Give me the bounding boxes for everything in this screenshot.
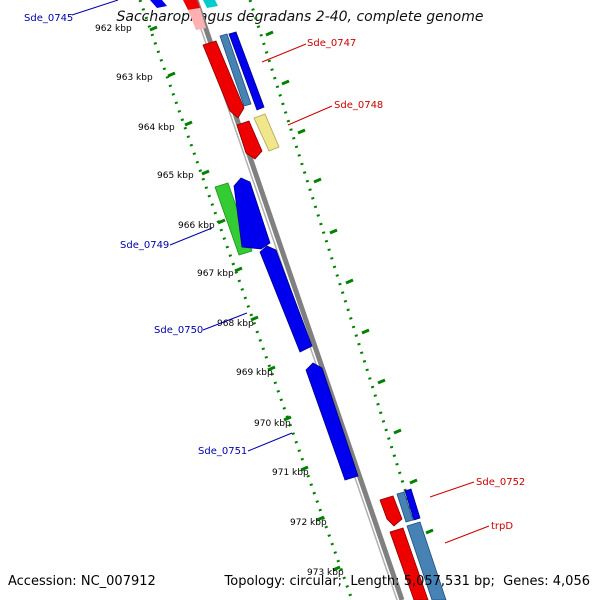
leader-sde0749 xyxy=(169,227,213,246)
gene-sde0752-red[interactable] xyxy=(379,495,403,527)
outer-tick-marks xyxy=(265,30,434,535)
gene-sde0751[interactable] xyxy=(305,362,359,481)
gene-trpd-red[interactable] xyxy=(389,527,429,600)
tick-label-966: 966 kbp xyxy=(178,221,215,231)
genome-summary-footer: Topology: circular; Length: 5,057,531 bp… xyxy=(225,574,590,589)
gene-sde0750[interactable] xyxy=(259,245,313,353)
gene-sde0747-blue[interactable] xyxy=(228,31,265,111)
length-label: Length: xyxy=(350,574,400,589)
gene-top-pink[interactable] xyxy=(188,8,206,30)
tick-label-970: 970 kbp xyxy=(254,419,291,429)
gene-sde0749-blue[interactable] xyxy=(233,177,271,250)
separator-2: ; xyxy=(490,574,500,589)
leader-sde0750 xyxy=(202,312,248,331)
topology-value: circular xyxy=(289,574,338,589)
gene-top-red[interactable] xyxy=(183,0,200,10)
leader-sde0747 xyxy=(261,43,307,63)
tick-label-968: 968 kbp xyxy=(217,319,254,329)
tick-label-971: 971 kbp xyxy=(272,468,309,478)
gene-sde0747-red[interactable] xyxy=(202,40,245,119)
tick-label-962: 962 kbp xyxy=(95,24,132,34)
leader-sde0745 xyxy=(71,0,119,16)
genes-value: 4,056 xyxy=(552,574,590,589)
accession-value: NC_007912 xyxy=(80,574,156,589)
genes-label: Genes: xyxy=(503,574,549,589)
gene-topleft-blue[interactable] xyxy=(150,0,167,8)
gene-label-trpd[interactable]: trpD xyxy=(491,521,513,532)
leader-trpd xyxy=(444,525,490,544)
gene-top-cyan[interactable] xyxy=(203,0,218,8)
tick-label-972: 972 kbp xyxy=(290,518,327,528)
accession-footer: Accession: NC_007912 xyxy=(8,574,156,589)
leader-sde0748 xyxy=(287,105,333,126)
gene-sde0747-steel[interactable] xyxy=(219,33,252,107)
tick-marks xyxy=(149,25,341,572)
gene-sde0752-steel[interactable] xyxy=(396,491,414,523)
separator-1: ; xyxy=(337,574,347,589)
gene-sde0748-yellow[interactable] xyxy=(253,113,280,152)
gene-label-sde0750[interactable]: Sde_0750 xyxy=(154,325,203,336)
gene-sde0752-blue[interactable] xyxy=(404,488,421,521)
leader-sde0752 xyxy=(429,481,475,498)
tick-label-964: 964 kbp xyxy=(138,123,175,133)
topology-label: Topology: xyxy=(224,574,286,589)
leader-sde0751 xyxy=(247,432,293,452)
gene-label-sde0752[interactable]: Sde_0752 xyxy=(476,477,525,488)
tick-label-965: 965 kbp xyxy=(157,171,194,181)
gene-trpd-steel[interactable] xyxy=(406,521,447,600)
tick-label-973: 973 kbp xyxy=(307,568,344,578)
accession-label: Accession: xyxy=(8,574,77,589)
gene-label-sde0748[interactable]: Sde_0748 xyxy=(334,100,383,111)
tick-label-963: 963 kbp xyxy=(116,73,153,83)
tick-label-969: 969 kbp xyxy=(236,368,273,378)
gene-label-sde0747[interactable]: Sde_0747 xyxy=(307,38,356,49)
map-title: Saccharophagus degradans 2-40, complete … xyxy=(116,9,484,25)
length-value: 5,057,531 bp xyxy=(403,574,491,589)
gene-label-sde0751[interactable]: Sde_0751 xyxy=(198,446,247,457)
gene-label-sde0749[interactable]: Sde_0749 xyxy=(120,240,169,251)
gene-label-sde0745[interactable]: Sde_0745 xyxy=(24,13,73,24)
gene-sde0748-red[interactable] xyxy=(236,120,263,160)
tick-label-967: 967 kbp xyxy=(197,269,234,279)
